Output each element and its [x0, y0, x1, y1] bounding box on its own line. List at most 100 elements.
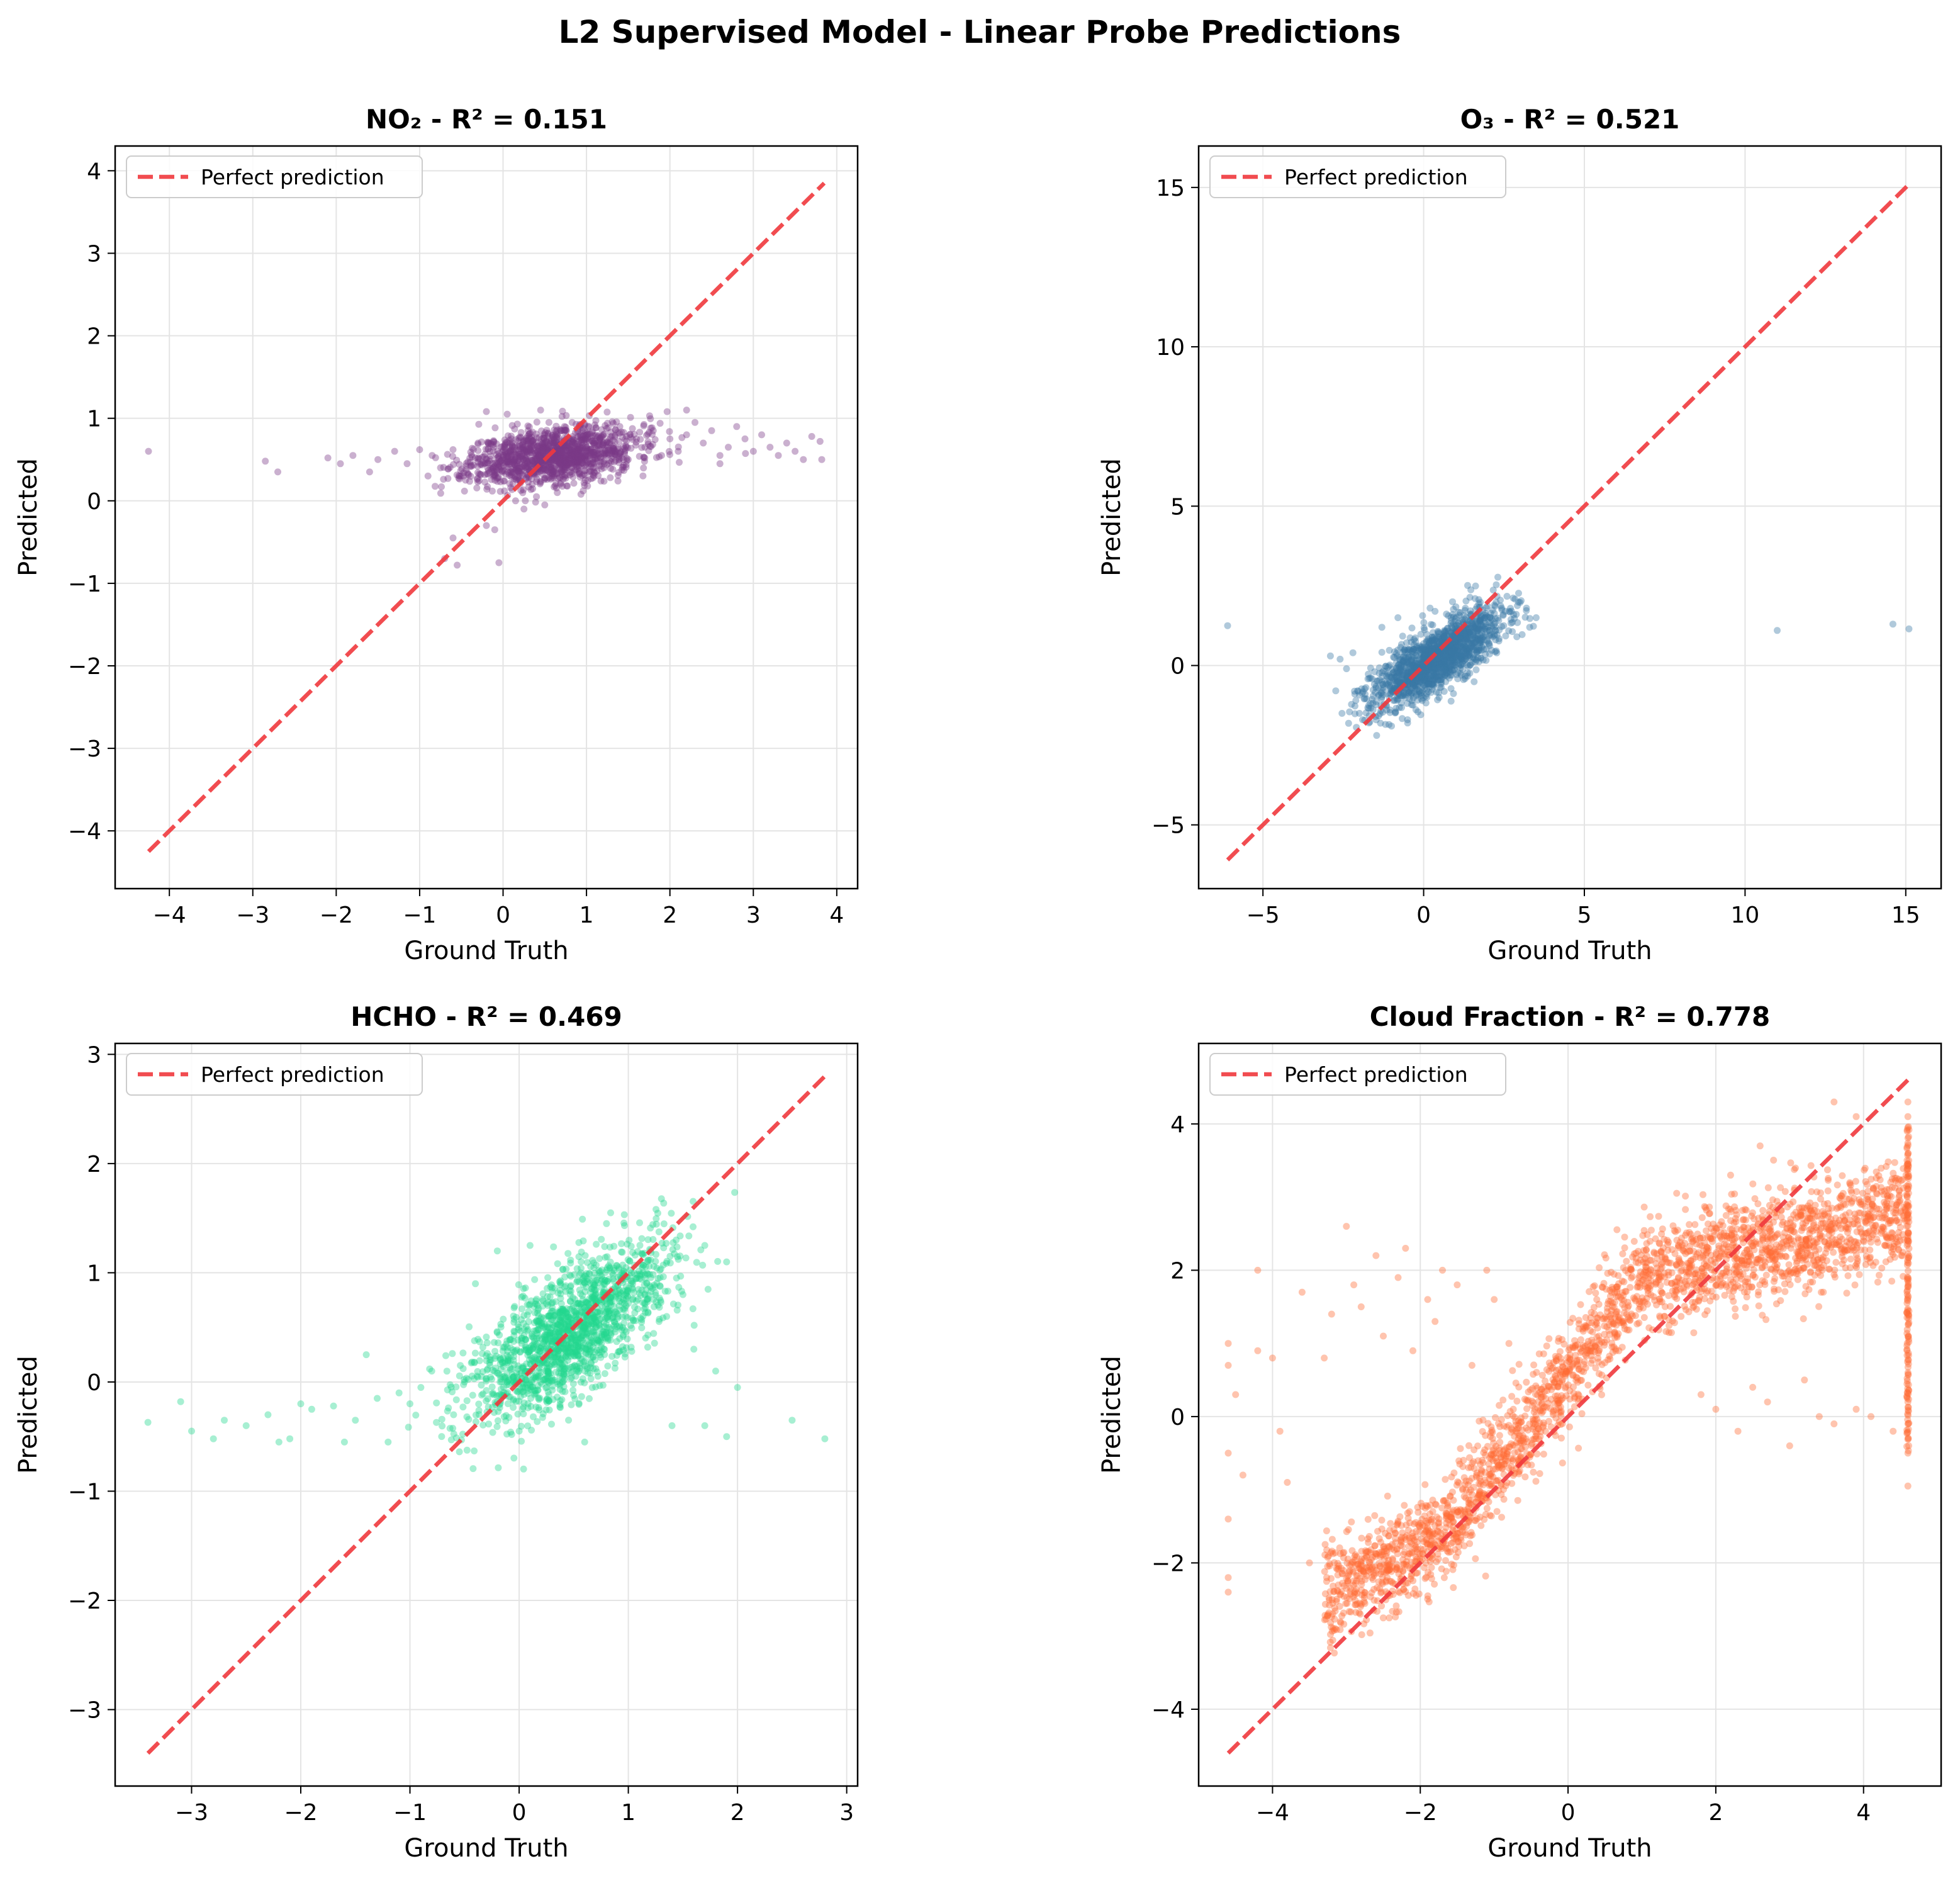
data-point — [1442, 665, 1450, 672]
data-point — [569, 443, 577, 451]
data-point — [1416, 644, 1424, 651]
data-point — [514, 1410, 522, 1418]
data-point — [1425, 663, 1433, 671]
data-point — [1494, 614, 1501, 622]
data-point — [641, 1249, 648, 1257]
data-point — [1381, 683, 1388, 691]
data-point — [1469, 622, 1477, 629]
data-point — [1479, 641, 1487, 649]
data-point — [571, 439, 579, 447]
data-point — [1431, 661, 1439, 668]
data-point — [1437, 668, 1445, 676]
data-point — [584, 1369, 591, 1377]
data-point — [1441, 627, 1448, 635]
data-point — [553, 454, 561, 462]
data-point — [1384, 673, 1391, 681]
data-point — [501, 442, 508, 449]
data-point — [620, 1346, 627, 1354]
data-point — [547, 460, 554, 468]
data-point — [675, 1284, 683, 1291]
data-point — [1391, 654, 1398, 661]
data-point — [548, 1300, 556, 1307]
data-point — [1436, 666, 1443, 673]
data-point — [1396, 653, 1403, 661]
data-point — [1464, 630, 1471, 638]
data-point — [539, 444, 547, 452]
data-point — [1432, 644, 1440, 651]
data-point — [568, 419, 576, 426]
data-point — [648, 424, 656, 432]
data-point — [1412, 658, 1420, 665]
data-point — [555, 459, 563, 466]
data-point — [522, 446, 529, 454]
data-point — [1465, 636, 1472, 643]
data-point — [573, 463, 581, 470]
data-point — [536, 1319, 544, 1327]
data-point — [1442, 663, 1450, 671]
data-point — [568, 1369, 575, 1376]
data-point — [1463, 647, 1470, 655]
data-point — [554, 440, 561, 447]
data-point — [1488, 646, 1496, 654]
data-point — [491, 472, 498, 480]
data-point — [636, 1275, 643, 1283]
data-point — [1439, 663, 1447, 670]
data-point — [567, 1364, 574, 1371]
data-point — [529, 437, 537, 444]
data-point — [577, 436, 584, 444]
data-point — [503, 458, 510, 466]
data-point — [580, 1278, 587, 1285]
data-point — [461, 487, 468, 495]
data-point — [651, 1283, 659, 1291]
data-point — [286, 1435, 294, 1442]
data-point — [529, 457, 536, 464]
data-point — [564, 442, 571, 449]
data-point — [511, 1303, 518, 1310]
panel-title: O₃ - R² = 0.521 — [1460, 104, 1680, 135]
data-point — [532, 1355, 539, 1363]
data-point — [461, 1378, 468, 1386]
y-axis-label: Predicted — [14, 1356, 43, 1474]
data-point — [1384, 670, 1392, 677]
data-point — [1435, 677, 1442, 684]
data-point — [1416, 646, 1424, 653]
data-point — [607, 1293, 615, 1301]
data-point — [585, 424, 593, 431]
data-point — [564, 1365, 572, 1373]
data-point — [588, 1360, 595, 1368]
data-point — [576, 473, 584, 481]
data-point — [1446, 668, 1453, 675]
data-point — [1396, 656, 1404, 663]
data-point — [556, 459, 564, 466]
data-point — [503, 439, 510, 446]
data-point — [473, 484, 481, 492]
data-point — [581, 452, 589, 459]
data-point — [475, 420, 483, 428]
data-point — [579, 454, 586, 462]
data-point — [417, 1384, 425, 1391]
data-point — [1453, 647, 1461, 655]
data-point — [1469, 622, 1477, 630]
data-point — [1532, 614, 1540, 621]
data-point — [454, 561, 461, 569]
data-point — [524, 422, 532, 430]
data-point — [1409, 661, 1417, 669]
data-point — [503, 1369, 511, 1376]
data-point — [1454, 656, 1462, 663]
data-point — [620, 442, 627, 450]
data-point — [500, 1315, 507, 1323]
data-point — [337, 460, 344, 468]
data-point — [541, 444, 549, 452]
data-point — [532, 498, 539, 506]
data-point — [539, 1302, 547, 1310]
data-point — [601, 450, 608, 458]
data-point — [1450, 647, 1457, 655]
data-point — [486, 469, 493, 476]
data-point — [1420, 640, 1427, 648]
x-axis-label: Ground Truth — [1487, 936, 1652, 965]
data-point — [584, 459, 591, 467]
data-point — [574, 442, 582, 450]
data-point — [490, 468, 498, 475]
data-point — [533, 478, 540, 485]
data-point — [593, 1346, 600, 1354]
